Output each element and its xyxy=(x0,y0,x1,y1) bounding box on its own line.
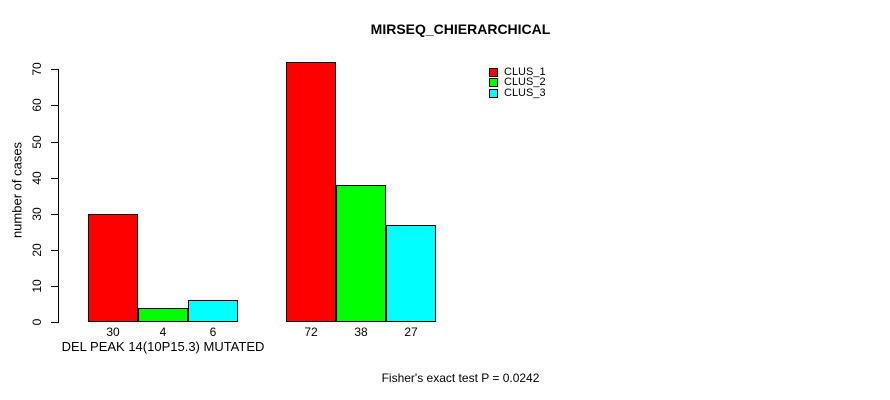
y-axis-tick xyxy=(51,178,58,179)
x-group-label: DEL PEAK 14(10P15.3) MUTATED xyxy=(61,339,265,354)
legend-label: CLUS_1 xyxy=(504,66,546,78)
y-tick-label: 60 xyxy=(30,98,44,112)
y-tick-label: 30 xyxy=(30,207,44,221)
bar-clus_2-group-2 xyxy=(336,185,386,322)
annotation-fisher-test: Fisher's exact test P = 0.0242 xyxy=(381,371,540,385)
y-axis-tick xyxy=(51,105,58,106)
legend-item: CLUS_1 xyxy=(489,66,546,78)
bar-clus_1-group-2 xyxy=(286,62,336,322)
y-axis-tick xyxy=(51,214,58,215)
bar-clus_3-group-1 xyxy=(188,300,238,322)
bar-value-label: 6 xyxy=(209,325,217,339)
bar-value-label: 27 xyxy=(404,325,418,339)
chart-title: MIRSEQ_CHIERARCHICAL xyxy=(370,21,551,37)
y-tick-label: 50 xyxy=(30,135,44,149)
legend-swatch xyxy=(489,88,498,98)
bar-clus_3-group-2 xyxy=(386,225,436,322)
legend-swatch xyxy=(489,67,498,77)
y-tick-label: 20 xyxy=(30,243,44,257)
y-axis-tick xyxy=(51,142,58,143)
y-tick-label: 70 xyxy=(30,62,44,76)
bar-value-label: 30 xyxy=(106,325,120,339)
y-axis-tick xyxy=(51,286,58,287)
bar-value-label: 72 xyxy=(304,325,318,339)
y-axis-line xyxy=(58,69,59,323)
y-tick-label: 10 xyxy=(30,279,44,293)
legend-item: CLUS_2 xyxy=(489,76,546,88)
bar-value-label: 4 xyxy=(159,325,167,339)
y-axis-tick xyxy=(51,250,58,251)
bar-value-label: 38 xyxy=(354,325,368,339)
legend-item: CLUS_3 xyxy=(489,87,546,99)
legend-label: CLUS_2 xyxy=(504,76,546,88)
y-tick-label: 40 xyxy=(30,171,44,185)
legend-label: CLUS_3 xyxy=(504,87,546,99)
y-tick-label: 0 xyxy=(30,318,44,326)
bar-clus_2-group-1 xyxy=(138,308,188,322)
y-axis-title: number of cases xyxy=(9,141,25,239)
bar-clus_1-group-1 xyxy=(88,214,138,322)
y-axis-tick xyxy=(51,322,58,323)
legend-swatch xyxy=(489,77,498,87)
y-axis-tick xyxy=(51,69,58,70)
